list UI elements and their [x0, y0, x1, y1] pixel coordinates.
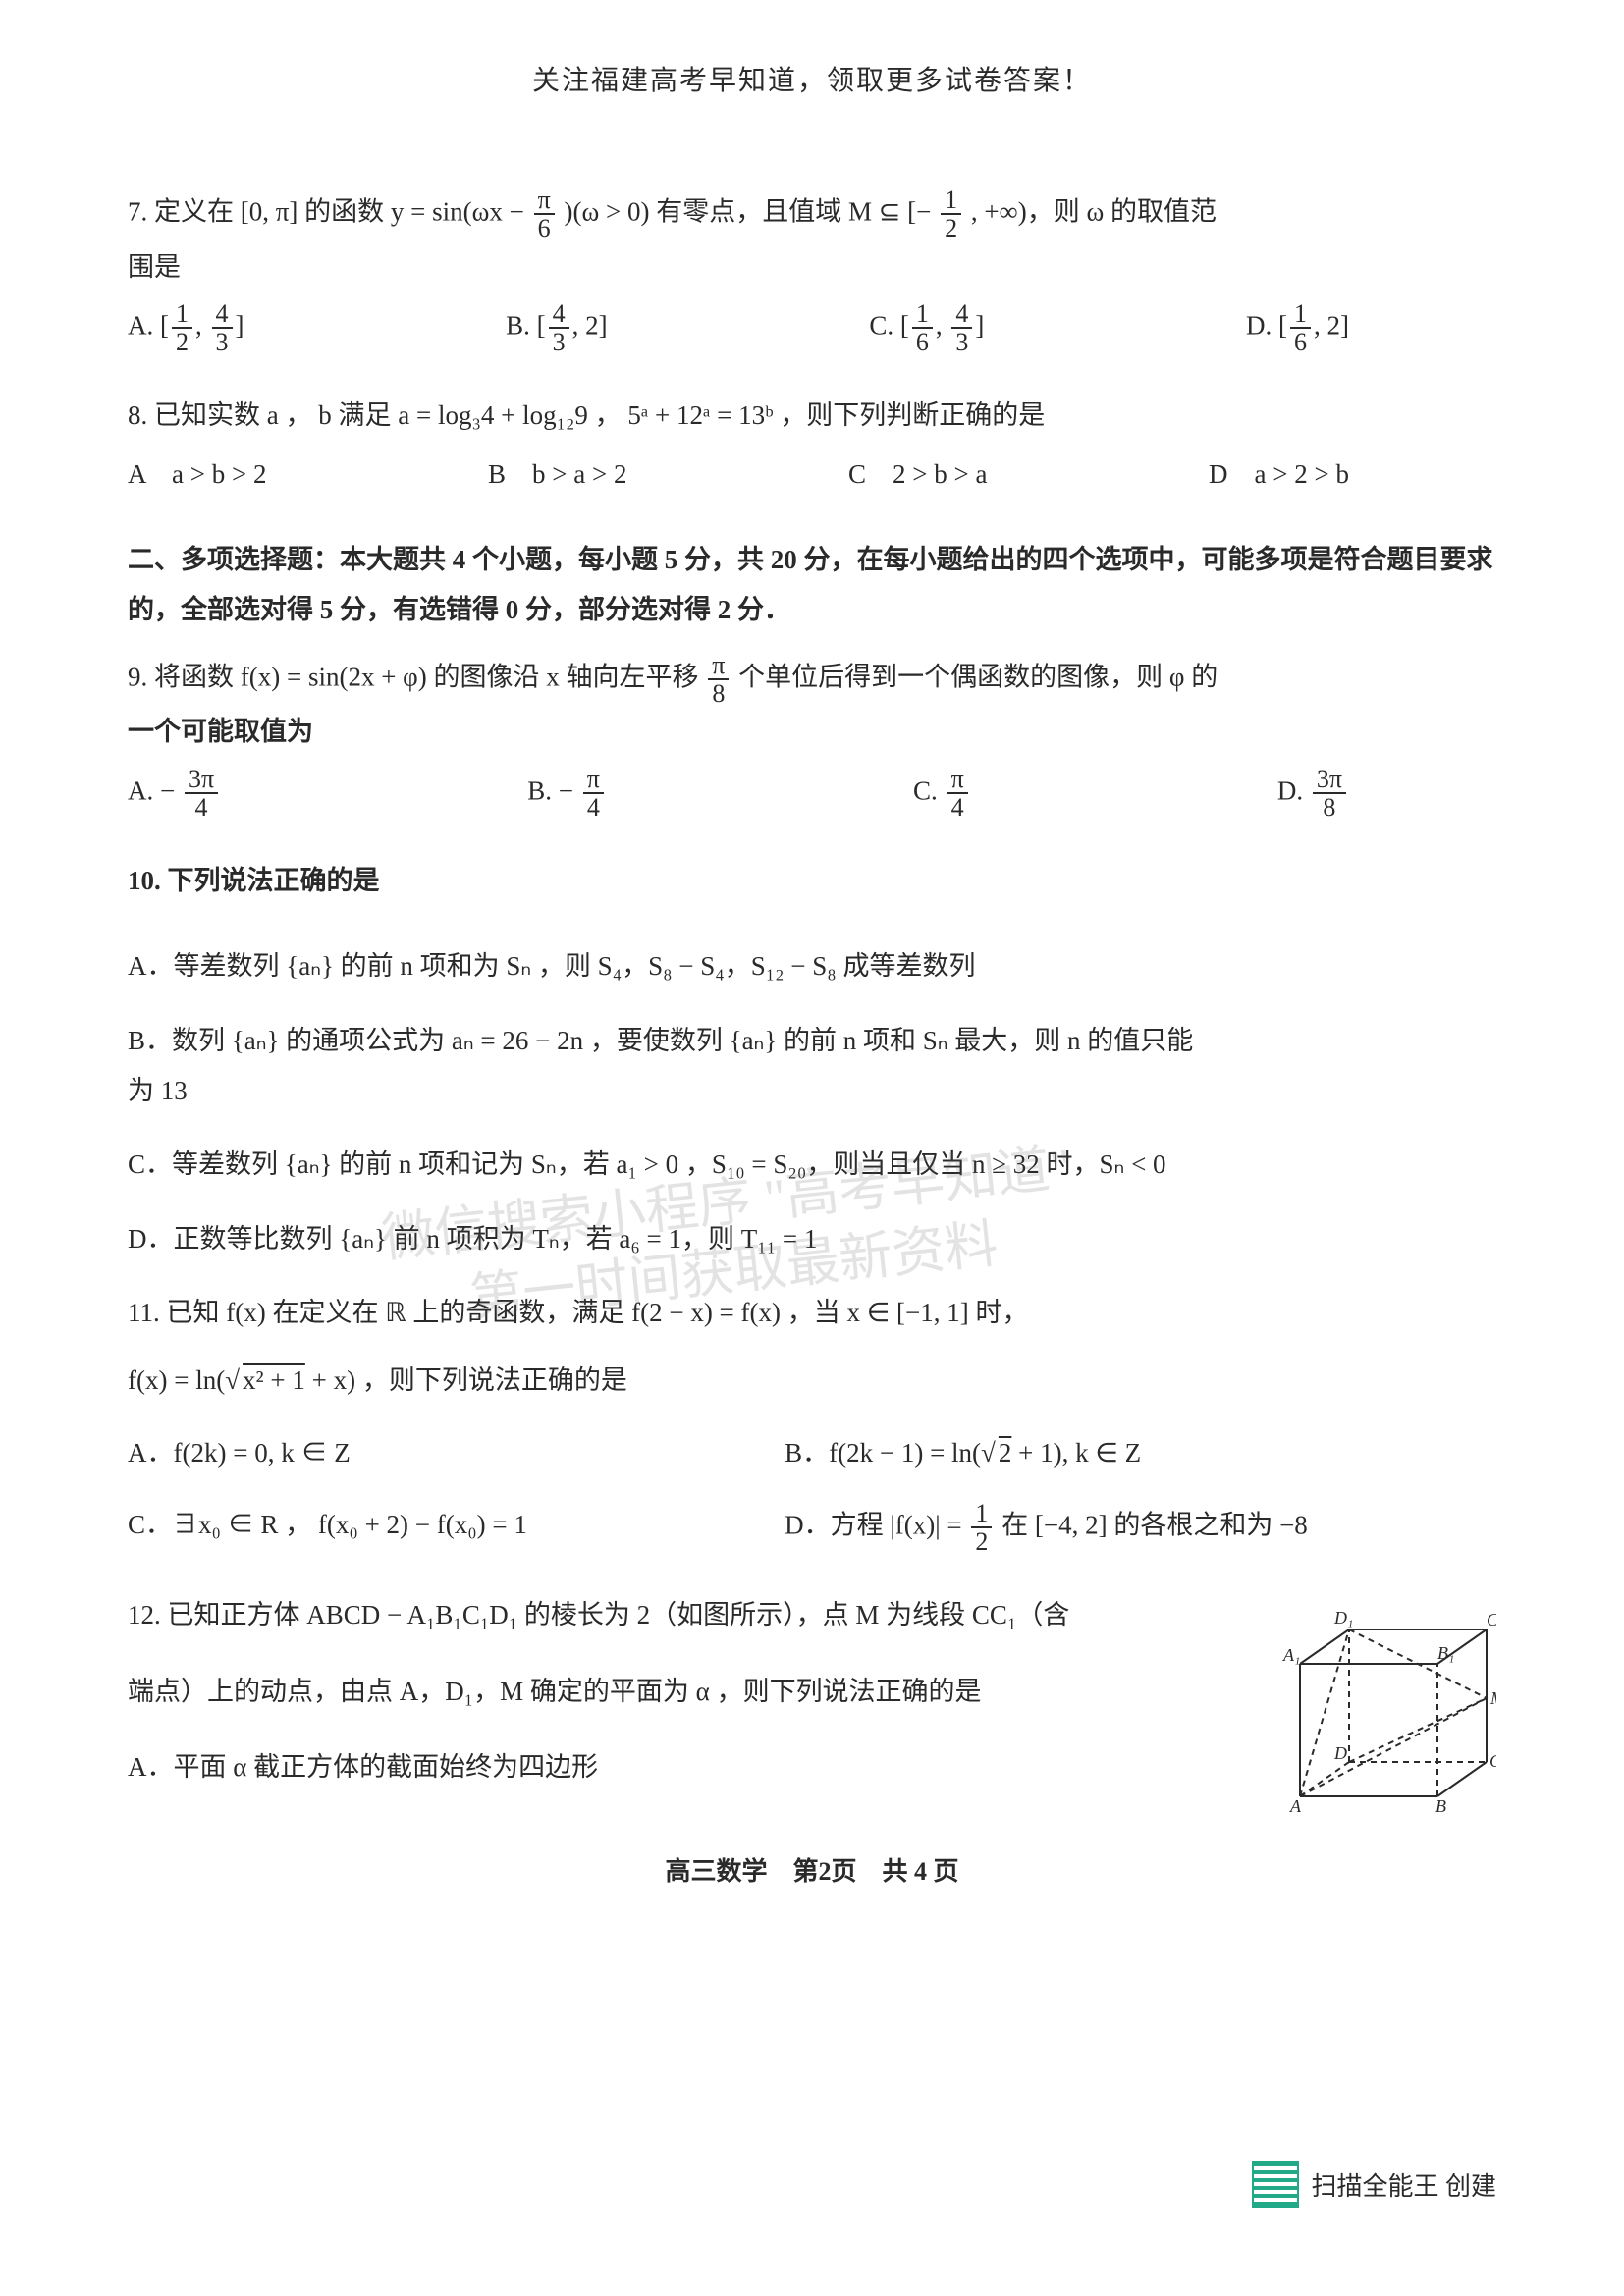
q11-formula-a: f(x) = ln(	[128, 1365, 225, 1395]
svg-text:A₁: A₁	[1282, 1645, 1300, 1665]
svg-text:B: B	[1435, 1796, 1446, 1816]
q11-formula-b: x² + 1	[240, 1365, 305, 1395]
svg-text:C₁: C₁	[1487, 1610, 1496, 1629]
cube-diagram: A B C D A₁ B₁ C₁ D₁ M	[1280, 1590, 1496, 1816]
q9-stem-a: 9. 将函数 f(x) = sin(2x + φ) 的图像沿 x 轴向左平移	[128, 662, 705, 691]
q10-title: 10. 下列说法正确的是	[128, 856, 1496, 906]
q8-opt-b: B b > a > 2	[488, 450, 626, 500]
q8-opt-c: C 2 > b > a	[848, 450, 987, 500]
q9-opt-a: A. − 3π4	[128, 766, 221, 822]
qr-icon	[1252, 2161, 1299, 2208]
q11-opt-d: D．方程 |f(x)| = 12 在 [−4, 2] 的各根之和为 −8	[785, 1500, 1441, 1556]
question-12: A B C D A₁ B₁ C₁ D₁ M 12. 已知正方体 ABCD − A…	[128, 1590, 1496, 1816]
q10-opt-b: B．数列 {aₙ} 的通项公式为 aₙ = 26 − 2n ，要使数列 {aₙ}…	[128, 1016, 1496, 1117]
scanner-footnote: 扫描全能王 创建	[1252, 2161, 1496, 2208]
q11-stem: 11. 已知 f(x) 在定义在 ℝ 上的奇函数，满足 f(2 − x) = f…	[128, 1288, 1496, 1338]
q11-opt-a: A．f(2k) = 0, k ∈ Z	[128, 1428, 785, 1478]
q7-opt-c: C. [16, 43]	[869, 300, 984, 356]
section-2-title: 二、多项选择题：本大题共 4 个小题，每小题 5 分，共 20 分，在每小题给出…	[128, 535, 1496, 636]
q11-opt-c: C．∃x₀ ∈ R ， f(x₀ + 2) − f(x₀) = 1	[128, 1500, 785, 1556]
q9-opt-b: B. − π4	[527, 766, 607, 822]
q8-opt-d: D a > 2 > b	[1209, 450, 1349, 500]
svg-text:B₁: B₁	[1437, 1643, 1454, 1663]
q8-stem: 8. 已知实数 a ， b 满足 a = log₃4 + log₁₂9 ， 5ᵃ…	[128, 391, 1496, 441]
q7-opt-d: D. [16, 2]	[1246, 300, 1349, 356]
page-footer: 高三数学 第2页 共 4 页	[128, 1851, 1496, 1888]
question-11: 11. 已知 f(x) 在定义在 ℝ 上的奇函数，满足 f(2 − x) = f…	[128, 1288, 1496, 1555]
svg-text:D: D	[1333, 1743, 1347, 1763]
question-9: 9. 将函数 f(x) = sin(2x + φ) 的图像沿 x 轴向左平移 π…	[128, 652, 1496, 821]
q7-stem-b: )(ω > 0) 有零点，且值域 M ⊆ [−	[564, 197, 938, 227]
q8-options: A a > b > 2 B b > a > 2 C 2 > b > a D a …	[128, 450, 1496, 500]
q7-options: A. [12, 43] B. [43, 2] C. [16, 43] D. [1…	[128, 300, 1496, 356]
svg-text:A: A	[1289, 1796, 1302, 1816]
q10-opt-c: C．等差数列 {aₙ} 的前 n 项和记为 Sₙ，若 a₁ > 0 ，S₁₀ =…	[128, 1140, 1496, 1190]
q9-stem-c: 一个可能取值为	[128, 707, 1496, 757]
q9-opt-d: D. 3π8	[1277, 766, 1349, 822]
q7-stem-d: 围是	[128, 242, 1496, 293]
q9-stem-b: 个单位后得到一个偶函数的图像，则 φ 的	[738, 662, 1218, 691]
q7-opt-b: B. [43, 2]	[506, 300, 608, 356]
svg-text:D₁: D₁	[1333, 1608, 1353, 1628]
page-header: 关注福建高考早知道，领取更多试卷答案！	[128, 59, 1496, 98]
q7-frac2: 12	[941, 187, 961, 242]
q7-stem-a: 7. 定义在 [0, π] 的函数 y = sin(ωx −	[128, 197, 531, 227]
q7-frac1: π6	[534, 187, 555, 242]
q7-stem-c: , +∞)，则 ω 的取值范	[971, 197, 1217, 227]
q9-opt-c: C. π4	[913, 766, 971, 822]
svg-text:C: C	[1489, 1751, 1496, 1771]
q11-opt-b: B．f(2k − 1) = ln(√2 + 1), k ∈ Z	[785, 1428, 1441, 1478]
svg-text:M: M	[1489, 1688, 1496, 1708]
footnote-text: 扫描全能王 创建	[1311, 2166, 1496, 2203]
q10-opt-a: A．等差数列 {aₙ} 的前 n 项和为 Sₙ ，则 S₄，S₈ − S₄，S₁…	[128, 941, 1496, 991]
question-10: 10. 下列说法正确的是	[128, 856, 1496, 906]
q11-formula-c: + x) ，则下列说法正确的是	[305, 1365, 627, 1395]
q10-opt-d: D．正数等比数列 {aₙ} 前 n 项积为 Tₙ，若 a₆ = 1，则 T₁₁ …	[128, 1214, 1496, 1264]
q9-frac: π8	[708, 652, 729, 708]
q7-opt-a: A. [12, 43]	[128, 300, 244, 356]
question-8: 8. 已知实数 a ， b 满足 a = log₃4 + log₁₂9 ， 5ᵃ…	[128, 391, 1496, 500]
q8-opt-a: A a > b > 2	[128, 450, 266, 500]
question-7: 7. 定义在 [0, π] 的函数 y = sin(ωx − π6 )(ω > …	[128, 187, 1496, 355]
q9-options: A. − 3π4 B. − π4 C. π4 D. 3π8	[128, 766, 1496, 822]
